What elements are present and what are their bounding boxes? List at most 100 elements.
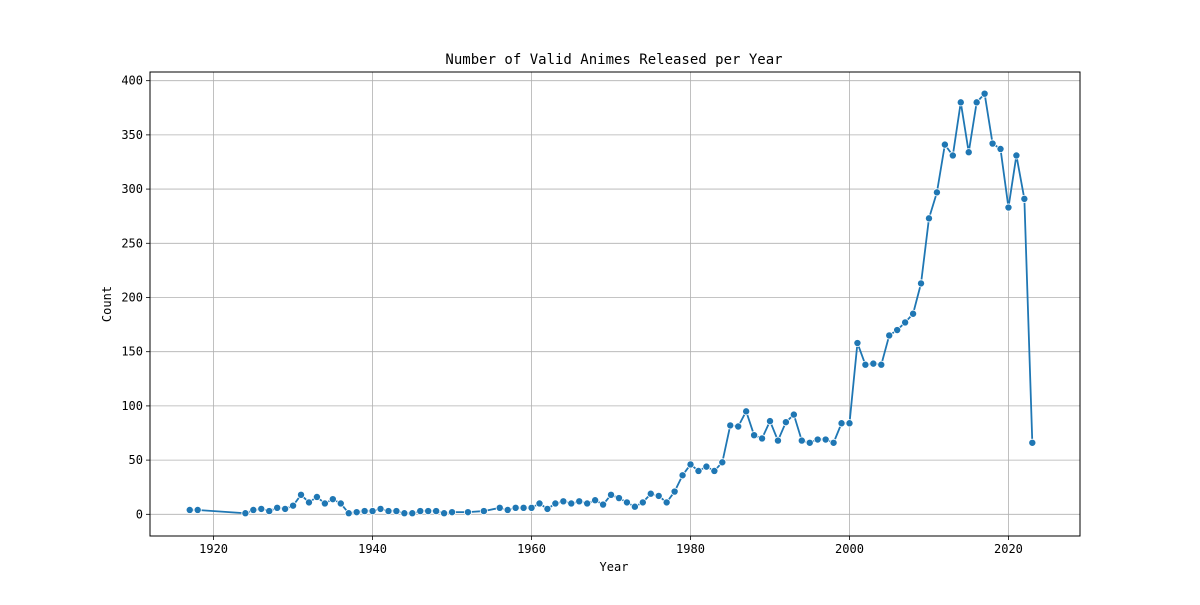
data-point <box>281 504 290 513</box>
x-tick-label: 1920 <box>199 542 228 556</box>
data-point <box>408 509 417 518</box>
data-point <box>861 360 870 369</box>
data-point <box>742 407 751 416</box>
data-point <box>416 507 425 516</box>
data-point <box>1004 203 1013 212</box>
data-point <box>559 497 568 506</box>
data-point <box>885 331 894 340</box>
data-point <box>495 503 504 512</box>
data-point <box>1028 438 1037 447</box>
data-point <box>702 462 711 471</box>
data-point <box>424 507 433 516</box>
x-axis-ticks: 1920 1940 1960 1980 2000 2020 <box>199 536 1023 556</box>
x-tick-label: 2000 <box>835 542 864 556</box>
data-point <box>241 509 250 518</box>
data-point <box>670 487 679 496</box>
data-point <box>893 326 902 335</box>
data-point <box>909 309 918 318</box>
data-point <box>543 504 552 513</box>
data-point <box>901 318 910 327</box>
data-point <box>924 214 933 223</box>
x-tick-label: 2020 <box>994 542 1023 556</box>
data-point <box>336 499 345 508</box>
data-point <box>503 505 512 514</box>
data-point <box>829 438 838 447</box>
y-tick-label: 200 <box>121 290 143 304</box>
data-point <box>797 436 806 445</box>
data-point <box>567 499 576 508</box>
data-point <box>956 98 965 107</box>
data-point <box>734 422 743 431</box>
data-point <box>813 435 822 444</box>
data-point <box>289 501 298 510</box>
data-point <box>964 148 973 157</box>
data-point <box>710 466 719 475</box>
data-point <box>265 507 274 516</box>
data-point <box>932 188 941 197</box>
y-tick-label: 150 <box>121 345 143 359</box>
data-point <box>312 492 321 501</box>
data-point <box>1012 151 1021 160</box>
data-point <box>678 471 687 480</box>
data-point <box>297 490 306 499</box>
data-point <box>463 508 472 517</box>
data-point <box>249 505 258 514</box>
grid-lines <box>150 72 1080 536</box>
data-point <box>193 505 202 514</box>
chart-title: Number of Valid Animes Released per Year <box>445 52 782 68</box>
data-point <box>344 509 353 518</box>
data-point <box>479 507 488 516</box>
data-point <box>448 508 457 517</box>
y-axis-label: Count <box>100 286 114 322</box>
data-point <box>877 360 886 369</box>
data-point <box>599 500 608 509</box>
data-point <box>630 502 639 511</box>
data-point <box>996 144 1005 153</box>
y-tick-label: 100 <box>121 399 143 413</box>
y-tick-label: 350 <box>121 128 143 142</box>
data-point <box>781 418 790 427</box>
data-point <box>328 495 337 504</box>
y-tick-label: 250 <box>121 236 143 250</box>
data-point <box>511 503 520 512</box>
data-point <box>304 498 313 507</box>
data-point <box>750 431 759 440</box>
y-tick-label: 0 <box>136 507 143 521</box>
data-point <box>837 419 846 428</box>
data-point <box>257 504 266 513</box>
data-point <box>519 503 528 512</box>
data-point <box>392 507 401 516</box>
data-point <box>821 435 830 444</box>
y-tick-label: 400 <box>121 74 143 88</box>
data-point <box>440 509 449 518</box>
data-point <box>980 89 989 98</box>
data-point <box>527 503 536 512</box>
data-point <box>853 339 862 348</box>
data-point <box>591 496 600 505</box>
data-point <box>773 436 782 445</box>
x-axis-label: Year <box>600 560 629 574</box>
y-axis-ticks: 0 50 100 150 200 250 300 350 400 <box>121 74 150 521</box>
data-point <box>662 498 671 507</box>
data-point <box>718 458 727 467</box>
data-point <box>352 508 361 517</box>
x-tick-label: 1980 <box>676 542 705 556</box>
data-point <box>320 499 329 508</box>
data-point <box>535 499 544 508</box>
data-point <box>869 359 878 368</box>
data-point <box>789 410 798 419</box>
data-point <box>972 98 981 107</box>
series-line <box>189 92 1034 515</box>
data-point <box>376 504 385 513</box>
x-tick-label: 1940 <box>358 542 387 556</box>
data-point <box>384 507 393 516</box>
data-point <box>607 490 616 499</box>
data-point <box>185 505 194 514</box>
data-point <box>400 509 409 518</box>
data-point <box>646 489 655 498</box>
y-tick-label: 50 <box>129 453 143 467</box>
data-point <box>805 438 814 447</box>
y-tick-label: 300 <box>121 182 143 196</box>
data-point <box>551 499 560 508</box>
